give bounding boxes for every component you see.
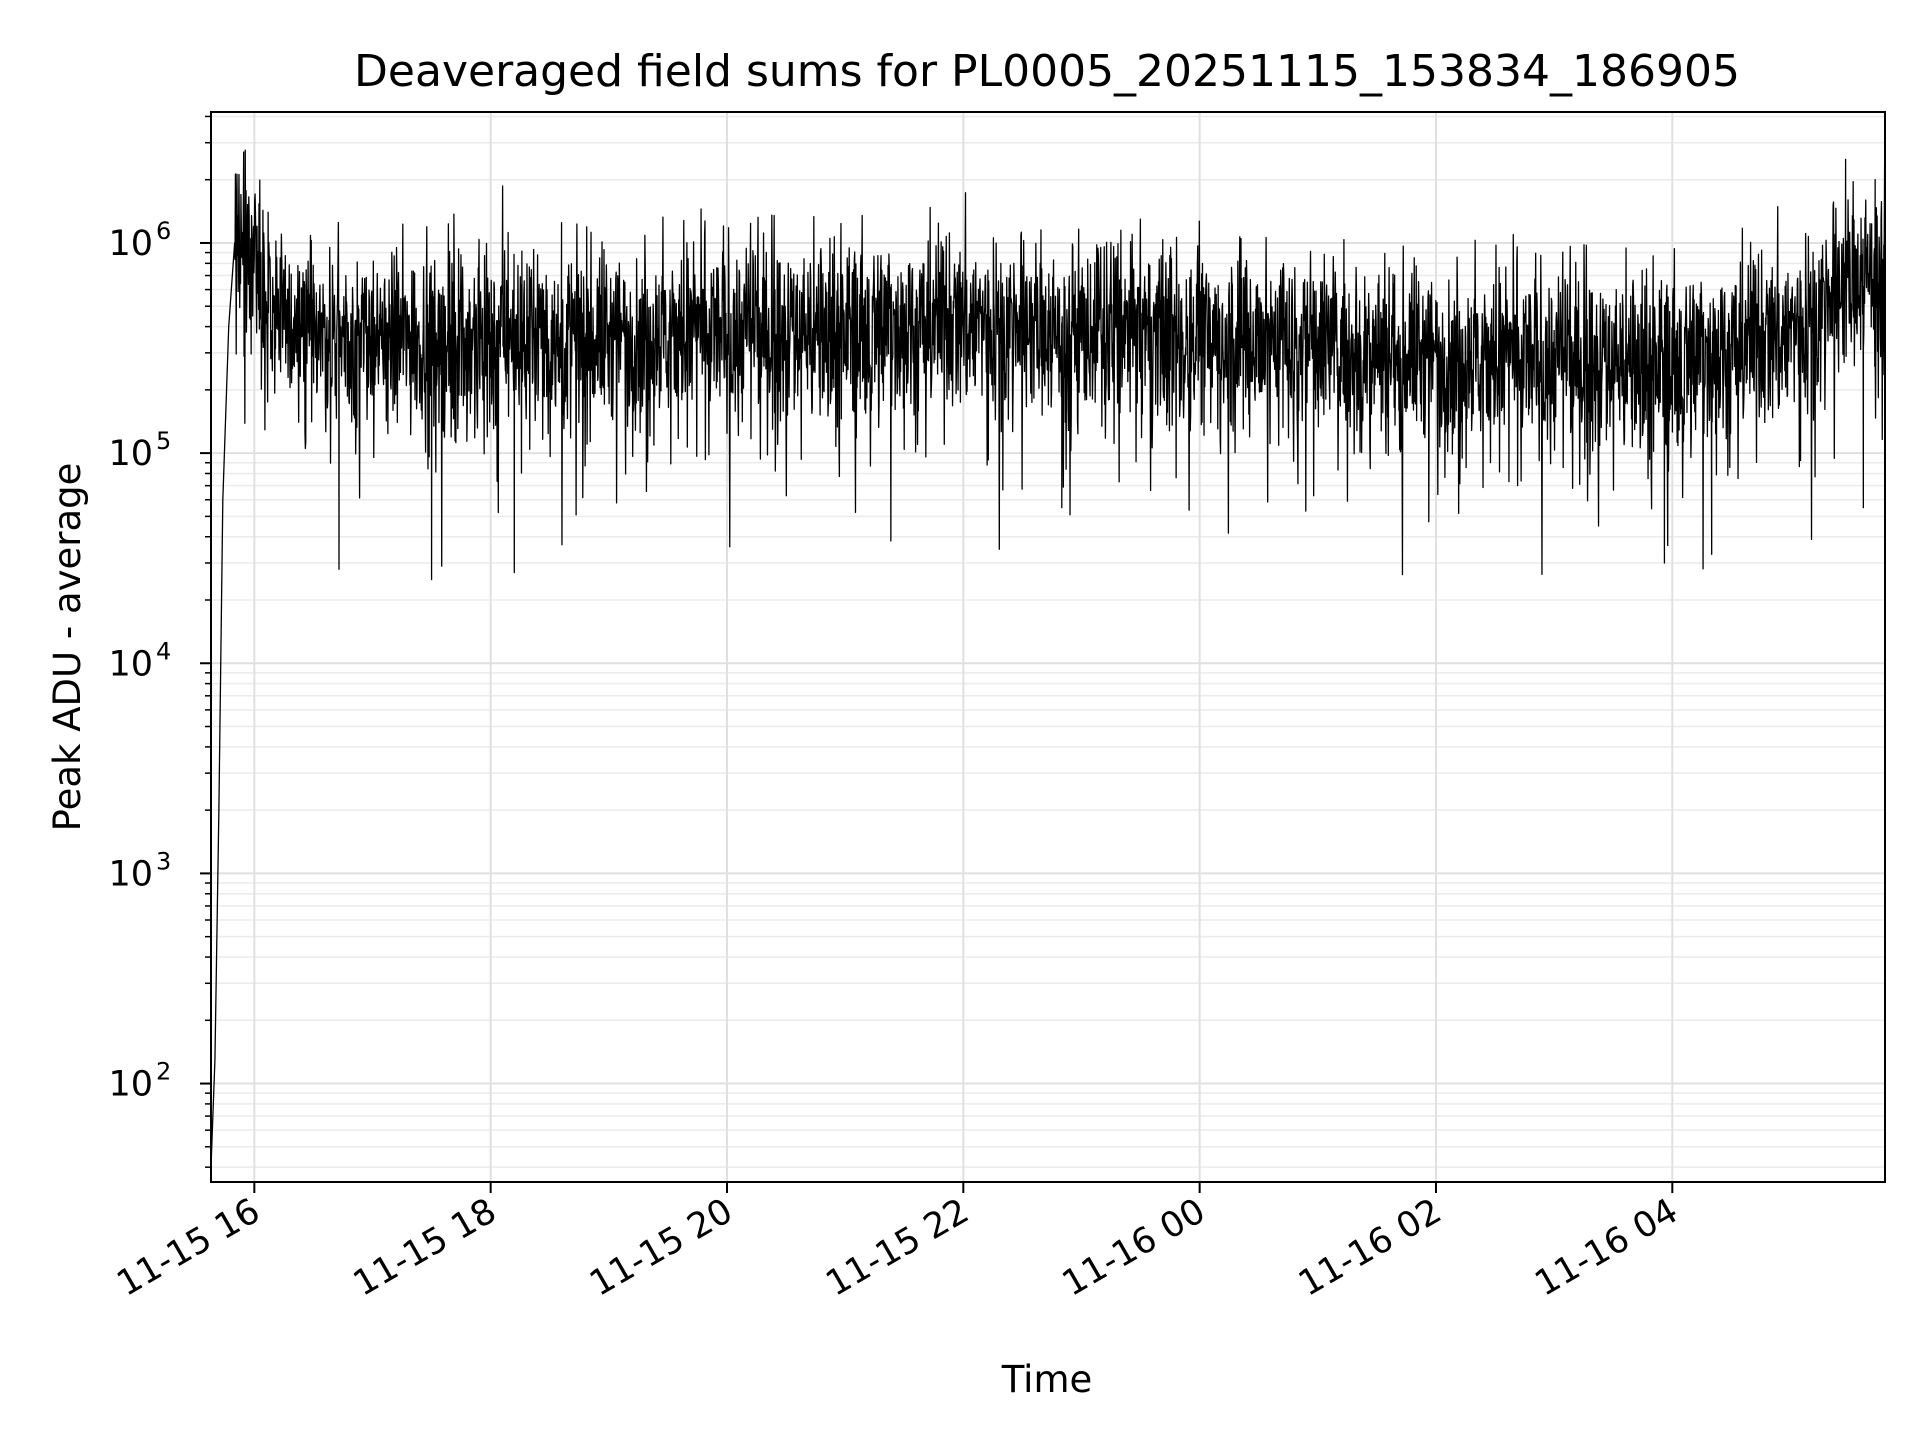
y-axis-label: Peak ADU - average: [46, 463, 89, 832]
grid: [211, 112, 1885, 1182]
y-tick-label: 10: [108, 434, 153, 474]
y-tick-exponent: 2: [156, 1058, 171, 1086]
x-axis-label: Time: [1001, 1358, 1093, 1401]
chart-title: Deaveraged field sums for PL0005_2025111…: [354, 46, 1740, 97]
y-tick-label: 10: [108, 854, 153, 894]
y-tick-exponent: 5: [156, 427, 171, 455]
y-tick-exponent: 4: [156, 637, 171, 665]
y-tick-label: 10: [108, 224, 153, 264]
series-layer: [210, 149, 1886, 1168]
y-tick-exponent: 3: [156, 847, 171, 875]
y-tick-label: 10: [108, 1065, 153, 1105]
y-tick-exponent: 6: [156, 217, 171, 245]
plot-frame: [210, 111, 1886, 1183]
y-tick-label: 10: [108, 644, 153, 684]
series-line: [210, 149, 1886, 1168]
